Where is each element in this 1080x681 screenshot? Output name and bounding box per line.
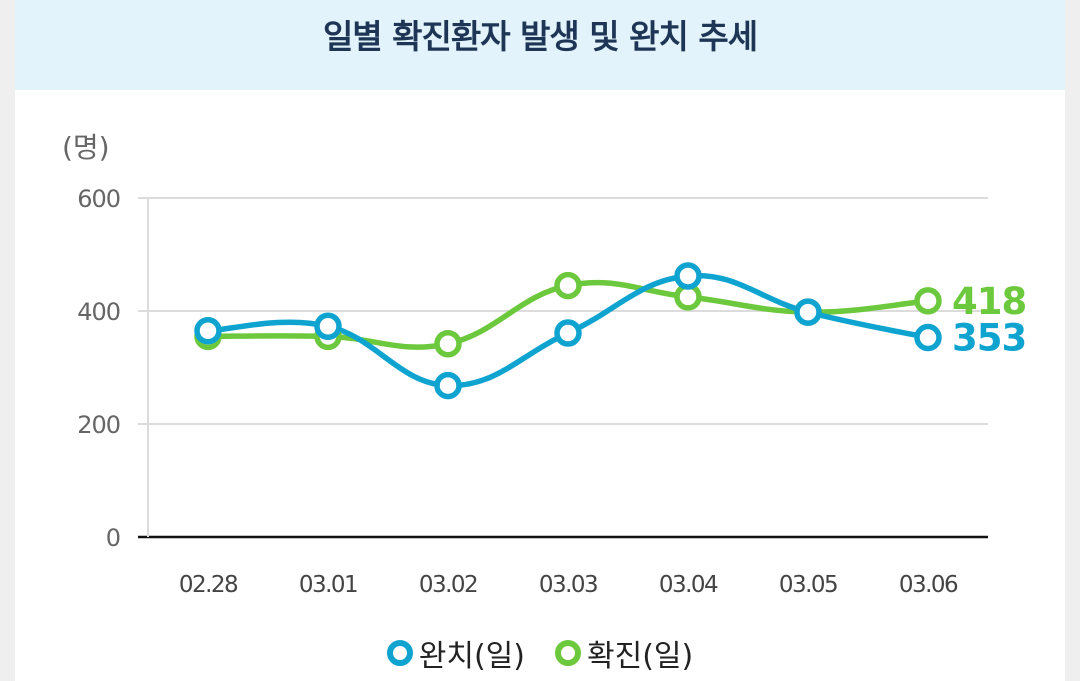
chart-legend: 완치(일) 확진(일) [0, 628, 1080, 678]
chart-title: 일별 확진환자 발생 및 완치 추세 [322, 17, 758, 56]
x-tick-label-03.02: 03.02 [419, 572, 477, 598]
point-recovered-03.05 [794, 298, 822, 326]
x-tick-label-03.04: 03.04 [659, 572, 718, 598]
point-recovered-02.28 [194, 317, 222, 345]
x-axis-ticks: 02.28 03.01 03.02 03.03 03.04 03.05 03.06 [179, 572, 960, 598]
legend-label-confirmed: 확진(일) [587, 639, 694, 674]
legend-item-recovered[interactable]: 완치(일) [386, 631, 525, 675]
point-recovered-03.02 [434, 371, 462, 400]
y-tick-label-200: 200 [77, 411, 120, 439]
legend-item-confirmed[interactable]: 확진(일) [555, 631, 693, 675]
x-tick-label-02.28: 02.28 [179, 572, 238, 598]
point-recovered-03.01 [314, 312, 342, 341]
legend-swatch-recovered [386, 640, 413, 666]
y-tick-label-0: 0 [106, 524, 120, 552]
end-label-confirmed: 418 [952, 280, 1026, 323]
line-chart: (명) 0 200 400 600 02.28 03.01 03.02 03.03 03.04… [62, 131, 1027, 598]
y-axis-ticks: 0 200 400 600 [77, 185, 121, 552]
y-tick-label-400: 400 [77, 298, 120, 326]
point-recovered-03.04 [674, 262, 702, 290]
y-axis-unit: (명) [62, 131, 110, 164]
x-tick-label-03.03: 03.03 [539, 572, 597, 598]
chart-header: 일별 확진환자 발생 및 완치 추세 [15, 0, 1065, 90]
end-label-recovered: 353 [952, 317, 1026, 360]
point-confirmed-03.03 [554, 271, 582, 300]
point-confirmed-03.02 [434, 330, 462, 358]
x-tick-label-03.05: 03.05 [779, 572, 837, 598]
point-recovered-03.03 [554, 319, 582, 347]
x-tick-label-03.01: 03.01 [299, 572, 357, 598]
legend-swatch-confirmed [555, 640, 581, 666]
point-recovered-03.06 [914, 323, 942, 352]
x-tick-label-03.06: 03.06 [899, 572, 958, 598]
y-tick-label-600: 600 [77, 185, 120, 213]
legend-label-recovered: 완치(일) [418, 639, 525, 674]
point-confirmed-03.06 [914, 287, 942, 315]
chart-card: 일별 확진환자 발생 및 완치 추세 [15, 0, 1065, 681]
grid-lines [138, 197, 988, 539]
